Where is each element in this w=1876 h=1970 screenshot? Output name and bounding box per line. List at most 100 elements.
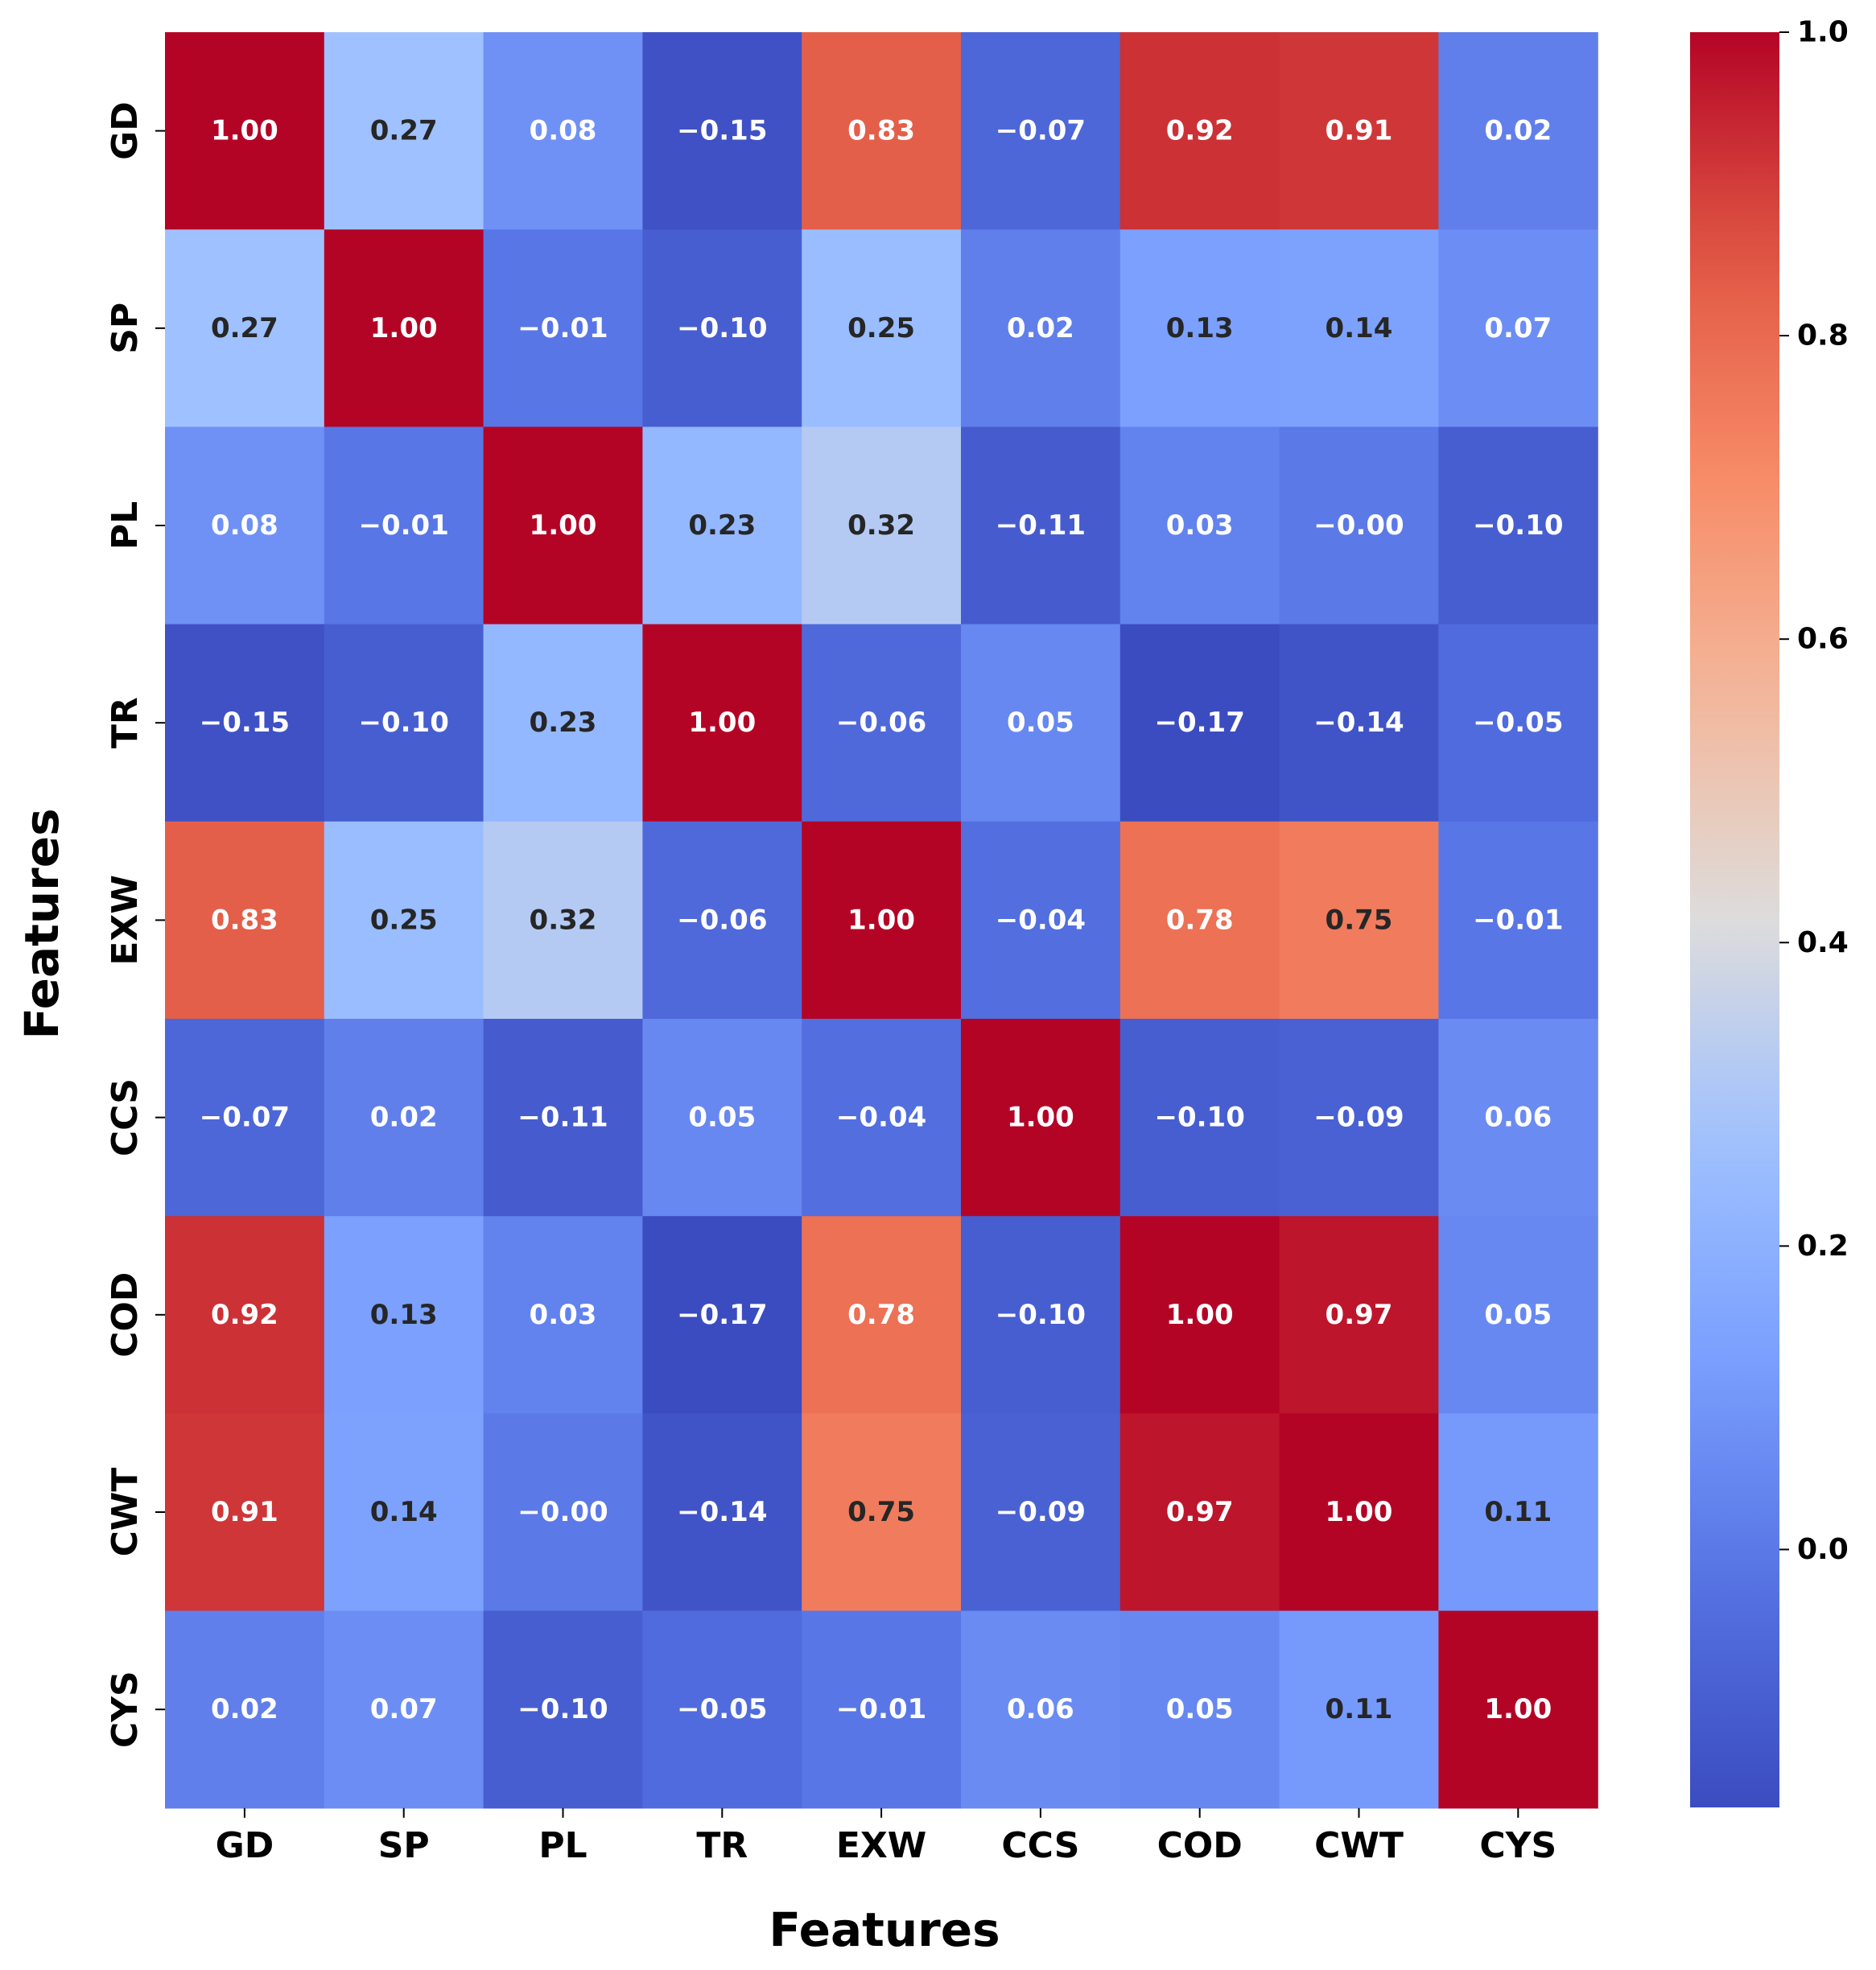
cell-value-label: 0.06 — [1484, 1102, 1552, 1134]
heatmap-cell — [483, 32, 643, 230]
cell-value-label: −0.06 — [836, 707, 926, 739]
cell-value-label: 0.97 — [1166, 1496, 1234, 1528]
cell-value-label: −0.17 — [677, 1299, 767, 1331]
heatmap-cell — [961, 229, 1121, 427]
heatmap-cell — [1119, 427, 1280, 625]
cell-value-label: −0.01 — [1473, 904, 1563, 936]
cell-value-label: 0.25 — [847, 312, 915, 344]
heatmap-cell — [961, 624, 1121, 822]
cell-value-label: −0.10 — [996, 1299, 1086, 1331]
heatmap-cell — [1438, 1413, 1598, 1612]
cell-value-label: 0.23 — [530, 707, 597, 739]
cell-value-label: −0.00 — [1313, 509, 1404, 542]
cell-value-label: 0.92 — [1166, 115, 1234, 147]
heatmap-cell — [324, 1216, 484, 1414]
heatmap-cell — [165, 624, 325, 822]
cell-value-label: −0.11 — [517, 1102, 608, 1134]
heatmap-cell — [1119, 229, 1280, 427]
cell-value-label: 0.91 — [211, 1496, 278, 1528]
heatmap-cell — [483, 1019, 643, 1217]
cell-value-label: 0.11 — [1484, 1496, 1552, 1528]
colorbar-tick-label: 0.4 — [1797, 926, 1849, 959]
y-tick-label: COD — [105, 1272, 146, 1358]
heatmap-cell — [1119, 1019, 1280, 1217]
cell-value-label: −0.17 — [1155, 707, 1245, 739]
cell-value-label: 0.32 — [847, 509, 915, 542]
cell-value-label: −0.10 — [677, 312, 767, 344]
cell-value-label: −0.15 — [200, 707, 290, 739]
cell-value-label: 1.00 — [1166, 1299, 1234, 1331]
heatmap-cell — [483, 427, 643, 625]
heatmap-cell — [802, 427, 962, 625]
heatmap-cell — [961, 1019, 1121, 1217]
heatmap-cell — [642, 624, 802, 822]
heatmap-cell — [1119, 624, 1280, 822]
heatmap-cell — [642, 1019, 802, 1217]
heatmap-cell-labels: 1.00 0.27 0.08 −0.15 0.83 −0.07 0.92 0.91 0.02 0.… — [200, 115, 1564, 1726]
heatmap-cell — [642, 1610, 802, 1809]
x-tick-label: SP — [378, 1825, 430, 1866]
heatmap-cell — [961, 1413, 1121, 1612]
cell-value-label: 0.02 — [1007, 312, 1074, 344]
cell-value-label: 1.00 — [688, 707, 756, 739]
cell-value-label: −0.14 — [1313, 707, 1404, 739]
colorbar-ticks: 0.0 0.2 0.4 0.6 0.8 1.0 — [1779, 16, 1849, 1566]
heatmap-cell — [483, 1610, 643, 1809]
cell-value-label: 0.07 — [1484, 312, 1552, 344]
x-tick-label: CYS — [1479, 1825, 1556, 1866]
heatmap-cell — [961, 1216, 1121, 1414]
cell-value-label: 1.00 — [211, 115, 278, 147]
heatmap-cell — [642, 32, 802, 230]
cell-value-label: −0.10 — [1155, 1102, 1245, 1134]
heatmap-cell — [1438, 32, 1598, 230]
cell-value-label: −0.05 — [1473, 707, 1563, 739]
cell-value-label: −0.07 — [996, 115, 1086, 147]
x-tick-label: CWT — [1314, 1825, 1404, 1866]
y-tick-label: TR — [105, 697, 146, 748]
cell-value-label: 0.03 — [1166, 509, 1234, 542]
heatmap-cell — [1279, 1216, 1439, 1414]
heatmap-cell — [1438, 229, 1598, 427]
x-tick-label: TR — [696, 1825, 748, 1866]
cell-value-label: 0.02 — [211, 1693, 278, 1725]
cell-value-label: −0.04 — [996, 904, 1086, 936]
heatmap-cell — [165, 821, 325, 1020]
heatmap-cell — [642, 1413, 802, 1612]
heatmap-cell — [324, 1413, 484, 1612]
cell-value-label: 0.08 — [530, 115, 597, 147]
heatmap-cell — [1119, 1216, 1280, 1414]
cell-value-label: −0.09 — [1313, 1102, 1404, 1134]
heatmap-cell — [1119, 32, 1280, 230]
cell-value-label: −0.10 — [359, 707, 449, 739]
cell-value-label: 0.23 — [688, 509, 756, 542]
cell-value-label: −0.05 — [677, 1693, 767, 1725]
heatmap-cell — [1438, 1019, 1598, 1217]
cell-value-label: 0.83 — [847, 115, 915, 147]
heatmap-cell — [961, 821, 1121, 1020]
heatmap-cell — [1279, 32, 1439, 230]
heatmap-cell — [324, 1610, 484, 1809]
heatmap-cell — [802, 1216, 962, 1414]
cell-value-label: 0.02 — [1484, 115, 1552, 147]
heatmap-cells — [165, 32, 1598, 1809]
cell-value-label: −0.10 — [1473, 509, 1563, 542]
heatmap-cell — [324, 1019, 484, 1217]
heatmap-cell — [1279, 229, 1439, 427]
cell-value-label: 1.00 — [847, 904, 915, 936]
heatmap-cell — [1438, 427, 1598, 625]
colorbar-tick-label: 0.6 — [1797, 623, 1849, 656]
colorbar-tick-label: 0.0 — [1797, 1533, 1849, 1566]
cell-value-label: 0.13 — [370, 1299, 438, 1331]
heatmap-cell — [802, 1610, 962, 1809]
cell-value-label: 0.06 — [1007, 1693, 1074, 1725]
heatmap-cell — [483, 821, 643, 1020]
heatmap-cell — [1279, 624, 1439, 822]
y-tick-label: CWT — [105, 1468, 146, 1557]
heatmap-cell — [642, 821, 802, 1020]
heatmap-cell — [483, 624, 643, 822]
heatmap-cell — [165, 1019, 325, 1217]
cell-value-label: 0.11 — [1326, 1693, 1393, 1725]
colorbar-tick-label: 1.0 — [1797, 16, 1849, 49]
cell-value-label: 0.91 — [1326, 115, 1393, 147]
